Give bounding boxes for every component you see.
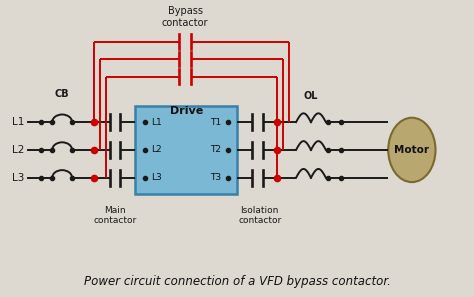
Text: Isolation
contactor: Isolation contactor bbox=[238, 206, 281, 225]
Text: T2: T2 bbox=[210, 146, 221, 154]
Text: Drive: Drive bbox=[170, 106, 203, 116]
Text: L2: L2 bbox=[151, 146, 162, 154]
Text: L1: L1 bbox=[12, 117, 24, 127]
Ellipse shape bbox=[388, 118, 436, 182]
FancyBboxPatch shape bbox=[136, 106, 237, 194]
Text: L2: L2 bbox=[12, 145, 24, 155]
Text: L1: L1 bbox=[151, 118, 162, 127]
Text: Motor: Motor bbox=[394, 145, 429, 155]
Text: L3: L3 bbox=[151, 173, 162, 182]
Text: T3: T3 bbox=[210, 173, 221, 182]
Text: Main
contactor: Main contactor bbox=[93, 206, 137, 225]
Text: OL: OL bbox=[304, 91, 318, 101]
Text: Bypass
contactor: Bypass contactor bbox=[162, 6, 208, 28]
Text: L3: L3 bbox=[12, 173, 24, 183]
Text: T1: T1 bbox=[210, 118, 221, 127]
Text: CB: CB bbox=[55, 89, 70, 99]
Text: Power circuit connection of a VFD bypass contactor.: Power circuit connection of a VFD bypass… bbox=[83, 274, 391, 287]
